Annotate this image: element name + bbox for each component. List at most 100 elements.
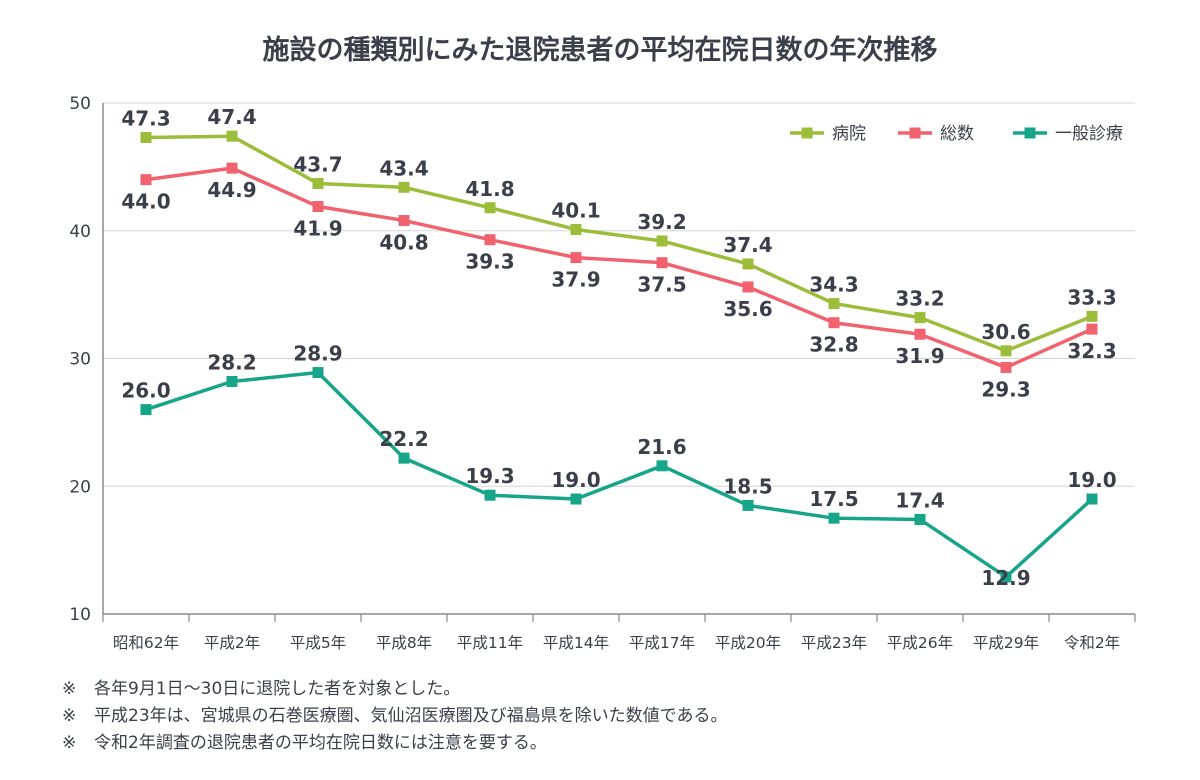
- data-label: 21.6: [637, 435, 686, 459]
- data-label: 44.0: [121, 190, 170, 214]
- y-tick-label: 30: [69, 350, 91, 370]
- data-point-marker: [484, 202, 496, 214]
- data-label: 37.9: [551, 268, 600, 292]
- data-label: 32.8: [809, 333, 858, 357]
- data-point-marker: [742, 499, 754, 511]
- data-point-marker: [914, 312, 926, 324]
- data-point-marker: [140, 131, 152, 143]
- data-point-marker: [398, 215, 410, 227]
- data-label: 41.8: [465, 177, 514, 201]
- data-point-marker: [656, 235, 668, 247]
- data-label: 33.2: [895, 287, 944, 311]
- data-point-marker: [828, 512, 840, 524]
- data-label: 47.4: [207, 105, 256, 129]
- x-tick-label: 平成2年: [204, 634, 260, 652]
- data-label: 19.0: [551, 468, 600, 492]
- data-label: 35.6: [723, 297, 772, 321]
- series-line-3: [145, 370, 1094, 579]
- data-label: 30.6: [981, 320, 1030, 344]
- data-point-marker: [1086, 323, 1098, 335]
- data-label: 44.9: [207, 178, 256, 202]
- x-tick-label: 平成8年: [376, 634, 432, 652]
- chart-title: 施設の種類別にみた退院患者の平均在院日数の年次推移: [262, 35, 938, 66]
- data-label: 12.9: [981, 566, 1030, 590]
- data-point-marker: [570, 252, 582, 264]
- legend-label: 病院: [832, 124, 866, 144]
- x-tick-label: 令和2年: [1064, 634, 1120, 652]
- data-point-marker: [914, 328, 926, 340]
- data-label: 40.1: [551, 198, 600, 222]
- data-label: 33.3: [1067, 285, 1116, 309]
- data-label: 43.4: [379, 156, 428, 180]
- data-label: 39.2: [637, 210, 686, 234]
- x-tick-label: 平成11年: [457, 634, 523, 652]
- y-tick-label: 10: [69, 605, 91, 625]
- data-point-marker: [1000, 361, 1012, 373]
- data-label: 32.3: [1067, 339, 1116, 363]
- data-point-marker: [656, 257, 668, 269]
- data-point-marker: [742, 281, 754, 293]
- note-text: 平成23年は、宮城県の石巻医療圏、気仙沼医療圏及び福島県を除いた数値である。: [94, 706, 728, 726]
- footnote: ※ 平成23年は、宮城県の石巻医療圏、気仙沼医療圏及び福島県を除いた数値である。: [62, 703, 727, 730]
- data-label: 28.2: [207, 350, 256, 374]
- x-tick-label: 平成14年: [543, 634, 609, 652]
- data-point-marker: [140, 404, 152, 416]
- data-label: 19.0: [1067, 468, 1116, 492]
- data-point-marker: [226, 162, 238, 174]
- data-label: 29.3: [981, 377, 1030, 401]
- y-tick-label: 50: [69, 94, 91, 114]
- legend-swatch-marker: [909, 127, 921, 139]
- data-label: 43.7: [293, 152, 342, 176]
- data-point-marker: [398, 452, 410, 464]
- data-label: 28.9: [293, 342, 342, 366]
- data-point-marker: [312, 200, 324, 212]
- data-label: 31.9: [895, 344, 944, 368]
- data-point-marker: [570, 493, 582, 505]
- data-point-marker: [570, 223, 582, 235]
- x-tick-label: 昭和62年: [113, 634, 179, 652]
- data-label: 41.9: [293, 216, 342, 240]
- data-point-marker: [1086, 493, 1098, 505]
- data-label: 40.8: [379, 231, 428, 255]
- data-label: 47.3: [121, 106, 170, 130]
- data-point-marker: [484, 489, 496, 501]
- data-label: 19.3: [465, 464, 514, 488]
- legend-label: 総数: [940, 124, 974, 144]
- data-label: 22.2: [379, 427, 428, 451]
- data-point-marker: [312, 177, 324, 189]
- y-tick-label: 40: [69, 222, 91, 242]
- data-point-marker: [1000, 571, 1012, 583]
- note-mark: ※: [62, 679, 77, 699]
- legend-swatch-marker: [1024, 127, 1036, 139]
- series-line-2: [145, 166, 1093, 370]
- note-mark: ※: [62, 706, 77, 726]
- data-point-marker: [398, 181, 410, 193]
- data-label: 37.4: [723, 233, 772, 257]
- data-point-marker: [312, 367, 324, 379]
- data-point-marker: [828, 317, 840, 329]
- data-point-marker: [1000, 345, 1012, 357]
- footnote: ※ 令和2年調査の退院患者の平均在院日数には注意を要する。: [62, 730, 727, 757]
- data-label: 17.5: [809, 487, 858, 511]
- note-mark: ※: [62, 733, 77, 753]
- data-point-marker: [140, 174, 152, 186]
- data-label: 37.5: [637, 273, 686, 297]
- data-label: 34.3: [809, 273, 858, 297]
- footnote: ※ 各年9月1日〜30日に退院した者を対象とした。: [62, 676, 727, 703]
- x-tick-label: 平成26年: [887, 634, 953, 652]
- data-point-marker: [656, 460, 668, 472]
- footnotes: ※ 各年9月1日〜30日に退院した者を対象とした。 ※ 平成23年は、宮城県の石巻医…: [62, 676, 727, 757]
- data-point-marker: [742, 258, 754, 270]
- x-tick-label: 平成23年: [801, 634, 867, 652]
- x-tick-label: 平成5年: [290, 634, 346, 652]
- x-tick-label: 平成29年: [973, 634, 1039, 652]
- data-label: 17.4: [895, 488, 944, 512]
- data-label: 18.5: [723, 474, 772, 498]
- data-point-marker: [828, 298, 840, 310]
- series-line-1: [145, 134, 1093, 353]
- data-label: 26.0: [121, 379, 170, 403]
- x-tick-label: 平成17年: [629, 634, 695, 652]
- legend-swatch-marker: [801, 127, 813, 139]
- legend-label: 一般診療: [1055, 124, 1123, 144]
